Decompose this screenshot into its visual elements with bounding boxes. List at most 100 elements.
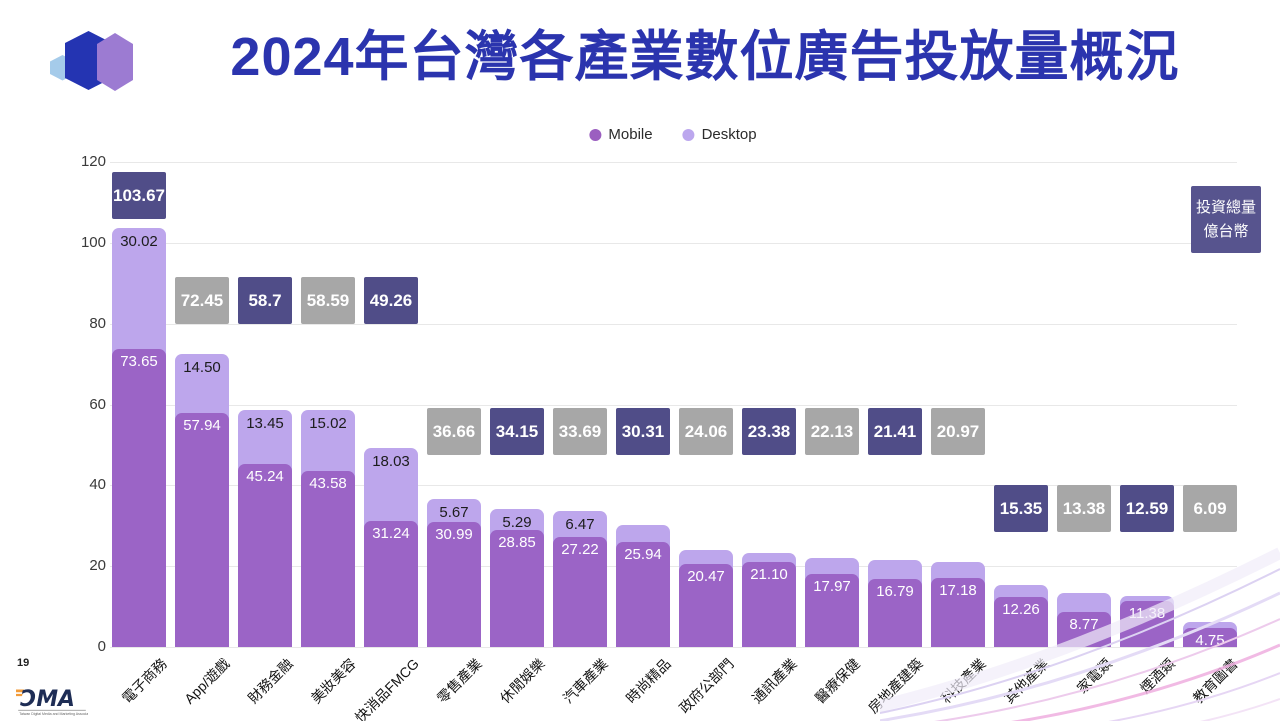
x-axis-label: 科技產業: [937, 655, 989, 707]
unit-box-line2: 億台幣: [1203, 222, 1249, 240]
gridline: [110, 404, 1237, 406]
mobile-segment: [112, 349, 166, 647]
mobile-value-label: 73.65: [120, 353, 158, 371]
x-axis-label: 電子商務: [118, 655, 170, 707]
x-axis-label: 快消品FMCG: [351, 655, 422, 721]
desktop-value-label: 6.47: [565, 515, 595, 533]
x-axis-label: 汽車產業: [559, 655, 611, 707]
legend-dot: [589, 128, 602, 141]
gridline: [110, 647, 1237, 648]
legend-item-desktop: Desktop: [682, 126, 757, 143]
total-value-badge: 20.97: [931, 408, 985, 455]
x-axis-label: 零售產業: [433, 655, 485, 707]
svg-text:Taiwan Digital Media and Marke: Taiwan Digital Media and Marketing Assoc…: [19, 712, 88, 716]
x-axis-label: 財務金融: [244, 655, 296, 707]
total-value-badge: 30.31: [616, 408, 670, 455]
mobile-value-label: 4.75: [1195, 631, 1225, 649]
legend: Mobile Desktop: [589, 126, 757, 143]
desktop-value-label: 5.29: [502, 514, 532, 532]
legend-label: Mobile: [608, 126, 653, 143]
bar-column: [427, 498, 481, 647]
mobile-value-label: 25.94: [624, 546, 662, 564]
total-value-badge: 6.09: [1183, 485, 1237, 532]
x-axis-label: 家電類: [1073, 655, 1115, 697]
bar-column: [616, 524, 670, 647]
mobile-segment: [616, 542, 670, 647]
x-axis-label: 美妝美容: [307, 655, 359, 707]
mobile-value-label: 16.79: [876, 583, 914, 601]
y-axis-tick: 60: [89, 395, 106, 413]
bar-column: [805, 557, 859, 647]
total-value-badge: 22.13: [805, 408, 859, 455]
total-value-badge: 36.66: [427, 408, 481, 455]
page-number: 19: [17, 657, 30, 669]
y-axis-tick: 120: [80, 153, 106, 170]
x-axis-label: App/遊戲: [181, 655, 233, 707]
total-value-badge: 23.38: [742, 408, 796, 455]
hexagon-m-icon: [50, 31, 133, 91]
mobile-value-label: 43.58: [309, 474, 347, 492]
mobile-segment: [364, 520, 418, 647]
mobile-segment: [490, 530, 544, 647]
desktop-value-label: 5.67: [439, 503, 469, 521]
mobile-value-label: 31.24: [372, 524, 410, 542]
bar-column: [679, 549, 733, 647]
mobile-value-label: 27.22: [561, 540, 599, 558]
mobile-segment: [679, 564, 733, 647]
desktop-value-label: 14.50: [183, 359, 221, 377]
gridline: [110, 242, 1237, 244]
total-value-badge: 13.38: [1057, 485, 1111, 532]
legend-label: Desktop: [701, 126, 757, 143]
mobile-value-label: 57.94: [183, 416, 221, 434]
bar-column: [553, 510, 607, 647]
x-axis-label: 其他產業: [1000, 655, 1052, 707]
desktop-value-label: 18.03: [372, 452, 410, 470]
mobile-value-label: 45.24: [246, 468, 284, 486]
total-value-badge: 21.41: [868, 408, 922, 455]
y-axis-tick: 40: [89, 476, 106, 494]
mobile-value-label: 17.97: [813, 578, 851, 596]
mobile-value-label: 17.18: [939, 581, 977, 599]
x-axis-label: 時尚精品: [622, 655, 674, 707]
mobile-value-label: 11.38: [1128, 605, 1166, 622]
dma-wordmark-icon: ƆMA Taiwan Digital Media and Marketing A…: [14, 687, 94, 716]
total-value-badge: 58.59: [301, 277, 355, 324]
legend-dot: [682, 128, 695, 141]
mobile-value-label: 20.47: [687, 568, 725, 586]
y-axis-tick: 20: [89, 557, 106, 575]
mobile-segment: [805, 574, 859, 647]
x-axis-label: 休閒娛樂: [496, 655, 548, 707]
svg-text:ƆMA: ƆMA: [19, 687, 75, 712]
mobile-segment: [238, 464, 292, 647]
mobile-value-label: 21.10: [750, 565, 788, 583]
total-value-badge: 103.67: [112, 172, 166, 219]
bar-column: [742, 552, 796, 647]
page-title: 2024年台灣各產業數位廣告投放量概況: [230, 27, 1180, 87]
dma-logo: ƆMA Taiwan Digital Media and Marketing A…: [14, 684, 94, 721]
desktop-value-label: 30.02: [120, 233, 158, 250]
gridline: [110, 323, 1237, 325]
y-axis-tick: 0: [97, 638, 106, 655]
gridline: [110, 485, 1237, 487]
bar-column: [364, 447, 418, 647]
total-value-badge: 24.06: [679, 408, 733, 455]
unit-box: 投資總量 億台幣: [1191, 186, 1261, 253]
mobile-value-label: 8.77: [1069, 615, 1099, 633]
plot-area: 73.65 30.02 103.67 57.94 14.50 72.45 45.24 13.4…: [110, 162, 1238, 649]
bar-column: [175, 354, 229, 647]
bar-column: [112, 228, 166, 647]
total-value-badge: 72.45: [175, 277, 229, 324]
mobile-segment: [553, 537, 607, 647]
legend-item-mobile: Mobile: [589, 126, 653, 143]
gridline: [110, 566, 1237, 568]
total-value-badge: 12.59: [1120, 485, 1174, 532]
bar-column: [490, 509, 544, 647]
x-axis-label: 教育圖書: [1189, 655, 1241, 707]
mobile-segment: [742, 561, 796, 647]
mobile-segment: [427, 521, 481, 647]
bar-column: [868, 560, 922, 647]
y-axis-tick: 100: [80, 233, 106, 251]
bar-column: [301, 410, 355, 647]
mobile-value-label: 28.85: [498, 534, 536, 552]
